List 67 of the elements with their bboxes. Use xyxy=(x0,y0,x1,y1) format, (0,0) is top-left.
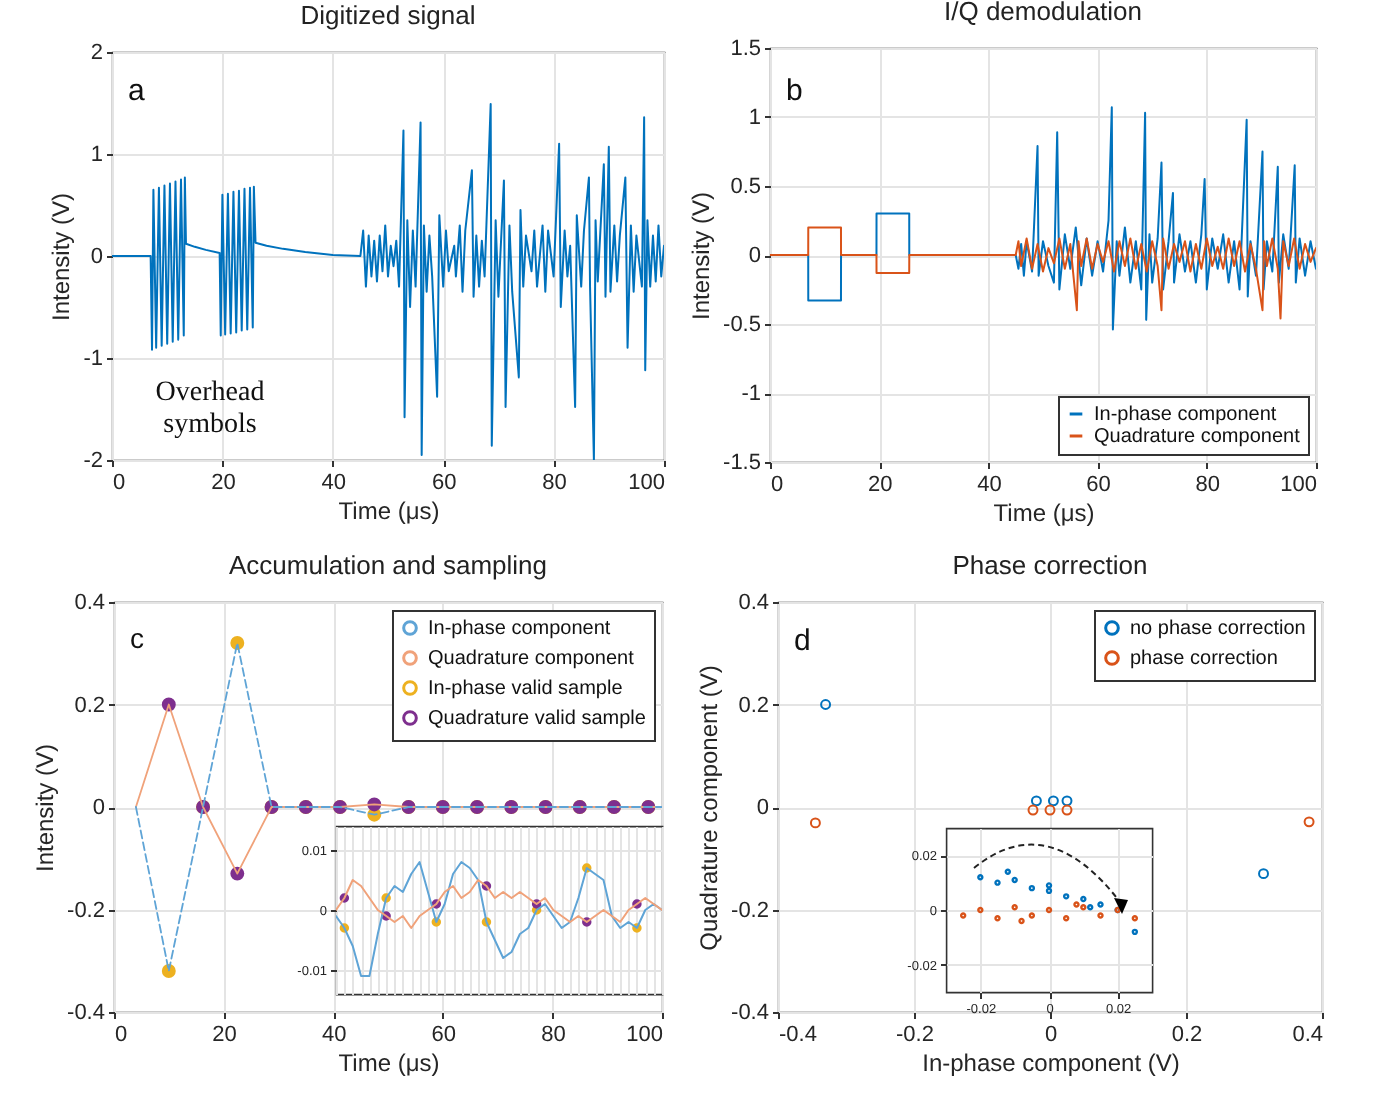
x-axis-title: Time (μs) xyxy=(993,499,1095,527)
x-tick-label: 0 xyxy=(771,473,784,497)
legend-label: In-phase valid sample xyxy=(428,678,624,700)
x-tick-label: 0 xyxy=(115,1023,128,1047)
x-tick-label: 40 xyxy=(977,473,1002,497)
y-tick-label: -0.2 xyxy=(67,898,105,923)
x-tick-label: 100 xyxy=(1280,473,1317,497)
y-tick-label: 0.4 xyxy=(738,591,769,615)
x-tick-label: 60 xyxy=(431,471,457,495)
annotation: c xyxy=(130,622,144,654)
x-axis-title: Time (μs) xyxy=(338,497,440,525)
x-tick-label: 20 xyxy=(212,1023,237,1047)
x-tick-label: 80 xyxy=(1195,473,1221,497)
y-tick-label: 2 xyxy=(90,41,103,65)
annotation: b xyxy=(786,74,803,108)
x-tick-label: 20 xyxy=(867,473,893,497)
y-tick-label: -0.2 xyxy=(731,898,769,923)
y-tick-label: 1 xyxy=(748,106,761,130)
x-tick-label: 40 xyxy=(321,1023,347,1047)
annotation: a xyxy=(128,74,146,108)
y-tick-label: 0 xyxy=(756,796,769,820)
annotation: Overhead symbols xyxy=(155,378,265,440)
y-tick-label: 0.5 xyxy=(730,175,761,199)
y-tick-label: 0 xyxy=(748,244,761,268)
y-axis-title: Intensity (V) xyxy=(47,192,76,322)
chart-title: I/Q demodulation xyxy=(943,0,1143,26)
y-tick-label: 1.5 xyxy=(730,37,761,61)
y-tick-label: -1 xyxy=(741,382,761,406)
y-tick-label: 0 xyxy=(90,245,103,269)
y-axis-title: Quadrature component (V) xyxy=(695,665,724,951)
legend-label: Quadrature component xyxy=(1094,426,1301,448)
x-tick-label: -0.4 xyxy=(779,1023,817,1047)
chart-title: Phase correction xyxy=(952,550,1148,580)
legend-label: phase correction xyxy=(1130,648,1278,670)
legend-label: In-phase component xyxy=(428,618,611,640)
x-axis-title: Time (μs) xyxy=(338,1049,440,1077)
legend-label: Quadrature component xyxy=(428,648,635,670)
legend-label: In-phase component xyxy=(1094,404,1277,426)
chart-title: Digitized signal xyxy=(300,0,476,30)
y-tick-label: 0 xyxy=(92,796,105,820)
legend-label: Quadrature valid sample xyxy=(428,708,647,730)
legend-label: no phase correction xyxy=(1130,618,1306,640)
y-tick-label: 0.2 xyxy=(74,693,105,718)
y-tick-label: -1 xyxy=(83,347,103,371)
x-tick-label: 0.4 xyxy=(1292,1023,1323,1047)
y-tick-label: -0.5 xyxy=(723,313,761,337)
chart-title: Accumulation and sampling xyxy=(229,550,547,580)
x-tick-label: 0 xyxy=(1044,1023,1058,1047)
x-tick-label: 60 xyxy=(431,1023,457,1047)
y-tick-label: -2 xyxy=(83,449,103,473)
y-axis-title: Intensity (V) xyxy=(687,191,716,321)
y-tick-label: 0.2 xyxy=(738,693,769,718)
x-tick-label: 40 xyxy=(321,471,347,495)
x-tick-label: 20 xyxy=(211,471,236,495)
annotation: d xyxy=(794,624,811,658)
x-tick-label: 100 xyxy=(626,1023,663,1047)
y-tick-label: 0.4 xyxy=(74,591,105,615)
x-tick-label: 0 xyxy=(113,471,126,495)
x-tick-label: 60 xyxy=(1086,473,1111,497)
x-tick-label: 0.2 xyxy=(1171,1023,1203,1047)
y-tick-label: 1 xyxy=(90,143,103,167)
y-tick-label: -1.5 xyxy=(723,451,761,475)
x-tick-label: 100 xyxy=(628,471,665,495)
x-axis-title: In-phase component (V) xyxy=(922,1049,1180,1077)
y-axis-title: Intensity (V) xyxy=(31,743,60,873)
x-tick-label: 80 xyxy=(541,1023,566,1047)
x-tick-label: 80 xyxy=(542,471,567,495)
